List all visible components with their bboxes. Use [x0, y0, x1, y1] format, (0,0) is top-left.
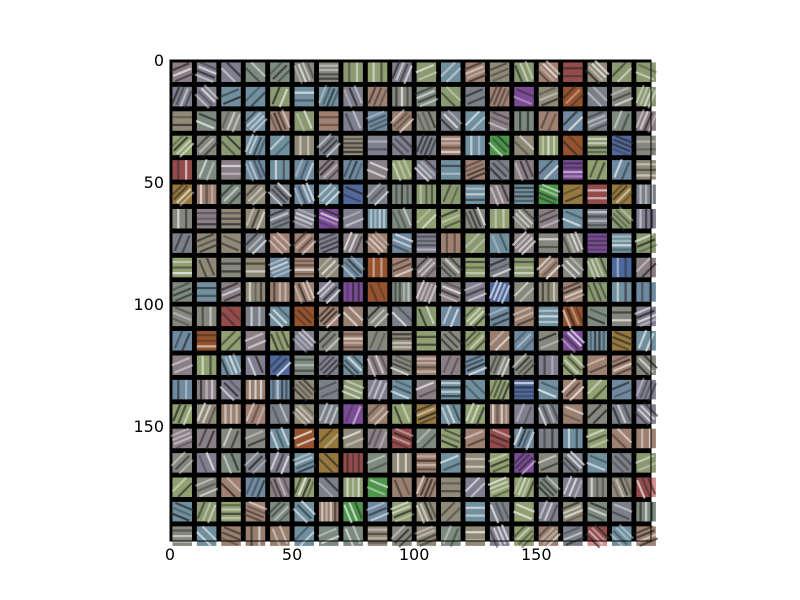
x-tick-label: 50	[282, 545, 302, 564]
y-tick-label: 150	[133, 417, 164, 436]
x-tick-label: 150	[521, 545, 552, 564]
x-tick-label: 100	[399, 545, 430, 564]
image-grid	[161, 51, 667, 557]
y-tick-label: 0	[154, 51, 164, 70]
y-tick-label: 50	[144, 173, 164, 192]
y-tick-label: 100	[133, 295, 164, 314]
x-tick-label: 0	[165, 545, 175, 564]
